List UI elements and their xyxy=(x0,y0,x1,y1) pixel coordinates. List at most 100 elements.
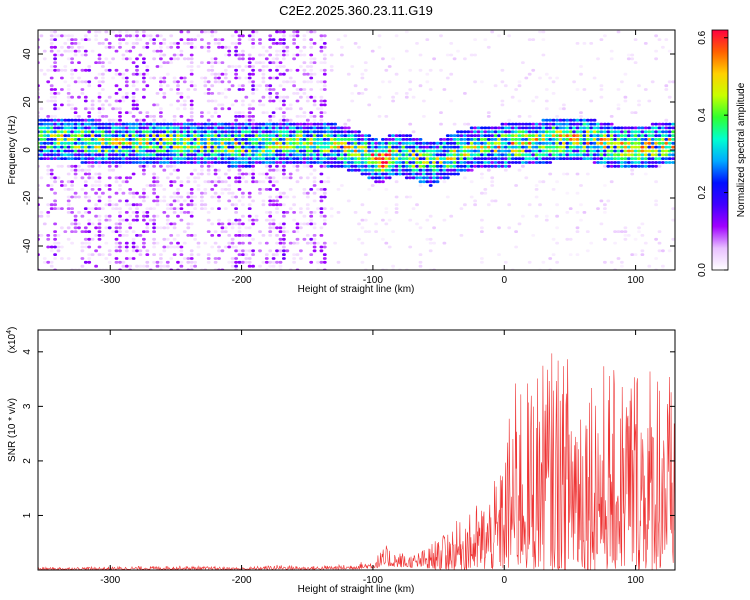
spectrogram-cell xyxy=(237,180,242,184)
spectrogram-cell xyxy=(575,88,580,91)
spectrogram-cell xyxy=(247,126,252,130)
spectrogram-cell xyxy=(322,153,327,157)
spectrogram-cell xyxy=(374,141,378,145)
spectrogram-cell xyxy=(305,72,310,76)
spectrogram-cell xyxy=(124,241,129,245)
spectrogram-cell xyxy=(162,42,167,45)
spectrogram-cell xyxy=(630,168,635,172)
spectrogram-cell xyxy=(148,115,153,118)
spectrogram-cell xyxy=(268,76,273,80)
spectrogram-cell xyxy=(432,172,436,176)
spectrogram-cell xyxy=(70,95,74,99)
spectrogram-cell xyxy=(278,237,283,241)
spectrogram-cell xyxy=(565,157,570,160)
spectrogram-cell xyxy=(664,130,669,134)
spectrogram-cell xyxy=(213,257,218,260)
spectrogram-cell xyxy=(463,157,467,160)
spectrogram-cell xyxy=(268,61,273,64)
spectrogram-cell xyxy=(633,145,638,149)
spectrogram-cell xyxy=(230,260,235,264)
spectrogram-cell xyxy=(418,264,423,268)
spectrogram-cell xyxy=(186,145,191,149)
spectrogram-cell xyxy=(657,153,662,157)
spectrogram-cell xyxy=(343,130,348,134)
spectrogram-y-tick-label: 40 xyxy=(22,48,33,60)
spectrogram-cell xyxy=(159,49,163,53)
spectrogram-cell xyxy=(381,80,385,84)
spectrogram-cell xyxy=(353,130,358,134)
spectrogram-cell xyxy=(469,168,474,172)
spectrogram-cell xyxy=(285,53,290,57)
spectrogram-cell xyxy=(60,207,64,210)
snr-y-tick-label: 4 xyxy=(22,349,33,355)
spectrogram-cell xyxy=(531,99,536,103)
spectrogram-cell xyxy=(73,53,78,57)
spectrogram-cell xyxy=(637,141,641,145)
spectrogram-cell xyxy=(148,134,153,137)
spectrogram-cell xyxy=(476,141,481,145)
spectrogram-cell xyxy=(282,99,286,103)
spectrogram-cell xyxy=(592,141,597,145)
spectrogram-cell xyxy=(445,145,450,149)
spectrogram-cell xyxy=(572,134,576,137)
spectrogram-cell xyxy=(510,161,515,164)
spectrogram-cell xyxy=(189,111,194,114)
spectrogram-cell xyxy=(486,138,491,141)
spectrogram-cell xyxy=(241,176,245,180)
spectrogram-cell xyxy=(329,141,334,145)
spectrogram-cell xyxy=(295,92,300,95)
spectrogram-cell xyxy=(230,138,235,141)
spectrogram-cell xyxy=(104,141,109,145)
spectrogram-cell xyxy=(101,103,105,107)
spectrogram-cell xyxy=(340,184,344,187)
spectrogram-cell xyxy=(223,172,228,176)
spectrogram-cell xyxy=(97,126,102,130)
spectrogram-cell xyxy=(316,141,320,145)
spectrogram-cell xyxy=(271,199,276,203)
spectrogram-cell xyxy=(80,145,85,149)
spectrogram-cell xyxy=(114,257,119,260)
spectrogram-cell xyxy=(39,138,44,141)
spectrogram-cell xyxy=(145,164,150,168)
spectrogram-cell xyxy=(159,76,163,80)
spectrogram-cell xyxy=(643,145,648,149)
spectrogram-cell xyxy=(49,138,54,141)
spectrogram-cell xyxy=(193,122,197,126)
spectrogram-cell xyxy=(97,230,102,233)
spectrogram-cell xyxy=(432,180,436,184)
spectrogram-cell xyxy=(428,237,433,241)
spectrogram-cell xyxy=(128,145,133,149)
spectrogram-cell xyxy=(165,45,170,49)
spectrogram-cell xyxy=(46,126,51,130)
spectrogram-cell xyxy=(107,141,112,145)
spectrogram-cell xyxy=(49,207,54,210)
spectrogram-cell xyxy=(237,76,242,80)
spectrogram-cell xyxy=(241,49,245,53)
spectrogram-cell xyxy=(234,260,238,264)
spectrogram-cell xyxy=(172,199,177,203)
spectrogram-cell xyxy=(657,161,662,164)
spectrogram-cell xyxy=(285,176,290,180)
spectrogram-cell xyxy=(182,145,187,149)
spectrogram-cell xyxy=(305,176,310,180)
spectrogram-cell xyxy=(606,130,611,134)
spectrogram-cell xyxy=(251,157,255,160)
spectrogram-cell xyxy=(411,164,416,168)
spectrogram-cell xyxy=(152,199,156,203)
spectrogram-cell xyxy=(101,76,105,80)
spectrogram-cell xyxy=(237,176,242,180)
spectrogram-cell xyxy=(469,180,474,184)
spectrogram-cell xyxy=(428,88,433,91)
spectrogram-cell xyxy=(473,126,477,130)
spectrogram-cell xyxy=(292,80,296,84)
spectrogram-cell xyxy=(340,161,344,164)
spectrogram-cell xyxy=(514,230,518,233)
spectrogram-cell xyxy=(538,30,542,34)
spectrogram-cell xyxy=(302,141,307,145)
spectrogram-cell xyxy=(114,138,119,141)
spectrogram-cell xyxy=(220,141,225,145)
spectrogram-cell xyxy=(159,164,163,168)
spectrogram-cell xyxy=(654,180,658,184)
spectrogram-cell xyxy=(299,211,303,214)
spectrogram-cell xyxy=(189,234,194,237)
